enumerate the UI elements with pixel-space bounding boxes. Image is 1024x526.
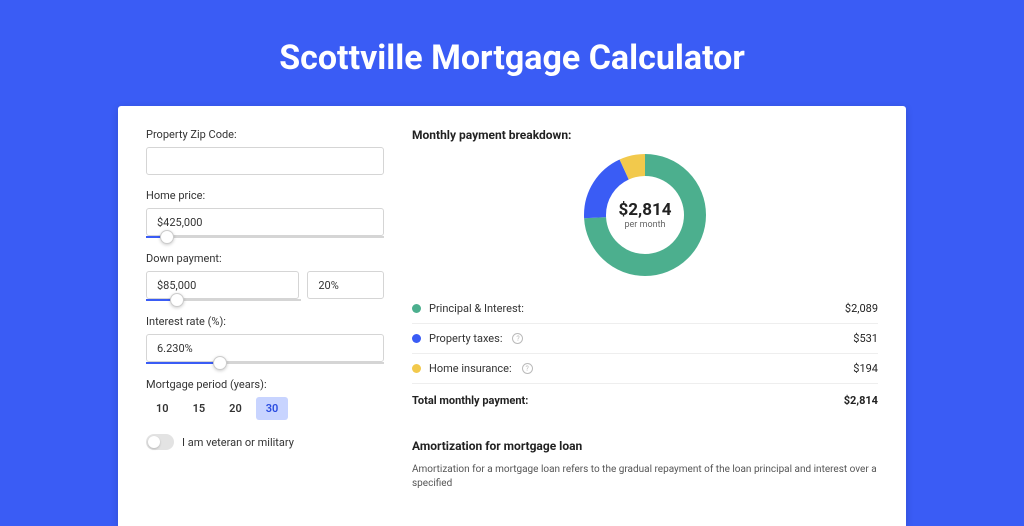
breakdown-item-value: $2,089 xyxy=(845,302,878,315)
donut-sub: per month xyxy=(624,220,665,230)
breakdown-item-label: Home insurance: xyxy=(429,362,512,375)
breakdown-row: Property taxes:? $531 xyxy=(412,323,878,353)
total-value: $2,814 xyxy=(844,394,878,407)
down-payment-input[interactable] xyxy=(146,271,299,299)
interest-slider-thumb[interactable] xyxy=(213,356,227,370)
zip-input[interactable] xyxy=(146,147,384,175)
breakdown-column: Monthly payment breakdown: $2,814 per mo… xyxy=(412,128,878,526)
breakdown-row: Home insurance:? $194 xyxy=(412,353,878,383)
interest-input[interactable] xyxy=(146,334,384,362)
period-button-20[interactable]: 20 xyxy=(219,397,252,420)
down-payment-group: Down payment: xyxy=(146,252,384,301)
donut-value: $2,814 xyxy=(619,200,672,220)
home-price-input[interactable] xyxy=(146,208,384,236)
info-icon[interactable]: ? xyxy=(522,363,533,374)
period-button-30[interactable]: 30 xyxy=(256,397,289,420)
period-button-15[interactable]: 15 xyxy=(183,397,216,420)
interest-slider[interactable] xyxy=(146,362,384,364)
zip-group: Property Zip Code: xyxy=(146,128,384,175)
zip-label: Property Zip Code: xyxy=(146,128,384,141)
amortization-text: Amortization for a mortgage loan refers … xyxy=(412,463,878,491)
info-icon[interactable]: ? xyxy=(512,333,523,344)
down-payment-label: Down payment: xyxy=(146,252,384,265)
veteran-toggle[interactable] xyxy=(146,434,174,450)
down-payment-slider[interactable] xyxy=(146,299,301,301)
amortization-section: Amortization for mortgage loan Amortizat… xyxy=(412,439,878,491)
legend-dot-icon xyxy=(412,304,421,313)
home-price-slider-thumb[interactable] xyxy=(160,230,174,244)
inputs-column: Property Zip Code: Home price: Down paym… xyxy=(146,128,384,526)
page-title: Scottville Mortgage Calculator xyxy=(0,0,1024,106)
legend-dot-icon xyxy=(412,364,421,373)
breakdown-row: Principal & Interest: $2,089 xyxy=(412,294,878,323)
donut-chart: $2,814 per month xyxy=(412,154,878,276)
breakdown-title: Monthly payment breakdown: xyxy=(412,128,878,142)
home-price-group: Home price: xyxy=(146,189,384,238)
breakdown-item-label: Property taxes: xyxy=(429,332,502,345)
period-buttons: 10152030 xyxy=(146,397,384,420)
home-price-slider[interactable] xyxy=(146,236,384,238)
interest-group: Interest rate (%): xyxy=(146,315,384,364)
breakdown-item-value: $531 xyxy=(853,332,878,345)
period-label: Mortgage period (years): xyxy=(146,378,384,391)
home-price-label: Home price: xyxy=(146,189,384,202)
total-label: Total monthly payment: xyxy=(412,394,528,407)
period-button-10[interactable]: 10 xyxy=(146,397,179,420)
breakdown-item-value: $194 xyxy=(853,362,878,375)
breakdown-item-label: Principal & Interest: xyxy=(429,302,524,315)
total-row: Total monthly payment: $2,814 xyxy=(412,383,878,417)
legend-dot-icon xyxy=(412,334,421,343)
down-payment-pct-input[interactable] xyxy=(307,271,384,299)
veteran-row: I am veteran or military xyxy=(146,434,384,450)
period-group: Mortgage period (years): 10152030 xyxy=(146,378,384,420)
veteran-label: I am veteran or military xyxy=(182,436,294,449)
breakdown-rows: Principal & Interest: $2,089 Property taxe… xyxy=(412,294,878,383)
interest-label: Interest rate (%): xyxy=(146,315,384,328)
calculator-card: Property Zip Code: Home price: Down paym… xyxy=(118,106,906,526)
amortization-title: Amortization for mortgage loan xyxy=(412,439,878,453)
down-payment-slider-thumb[interactable] xyxy=(170,293,184,307)
